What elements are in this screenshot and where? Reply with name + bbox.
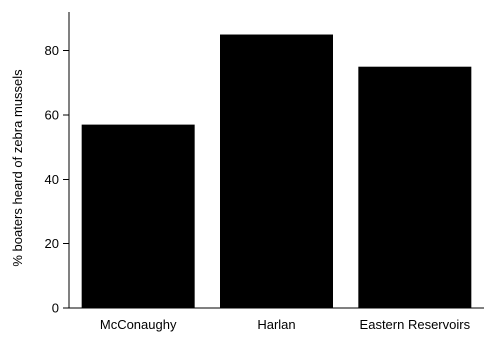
bars-group — [81, 34, 472, 309]
y-tick-label: 40 — [45, 172, 59, 187]
y-tick-label: 20 — [45, 236, 59, 251]
x-tick-label: Harlan — [257, 317, 295, 332]
y-axis-title: % boaters heard of zebra mussels — [10, 69, 25, 267]
axes-group — [68, 12, 484, 309]
y-tick-label: 0 — [52, 301, 59, 316]
y-tick-label: 60 — [45, 107, 59, 122]
x-tick-label: McConaughy — [100, 317, 177, 332]
bar-harlan — [220, 34, 333, 309]
x-labels-group: McConaughy Harlan Eastern Reservoirs — [100, 317, 471, 332]
bar-mcconaughy — [81, 124, 195, 308]
y-tick-label: 80 — [45, 43, 59, 58]
bar-eastern-reservoirs — [358, 66, 472, 309]
y-ticks-group: 0 20 40 60 80 — [45, 43, 69, 316]
x-tick-label: Eastern Reservoirs — [360, 317, 471, 332]
